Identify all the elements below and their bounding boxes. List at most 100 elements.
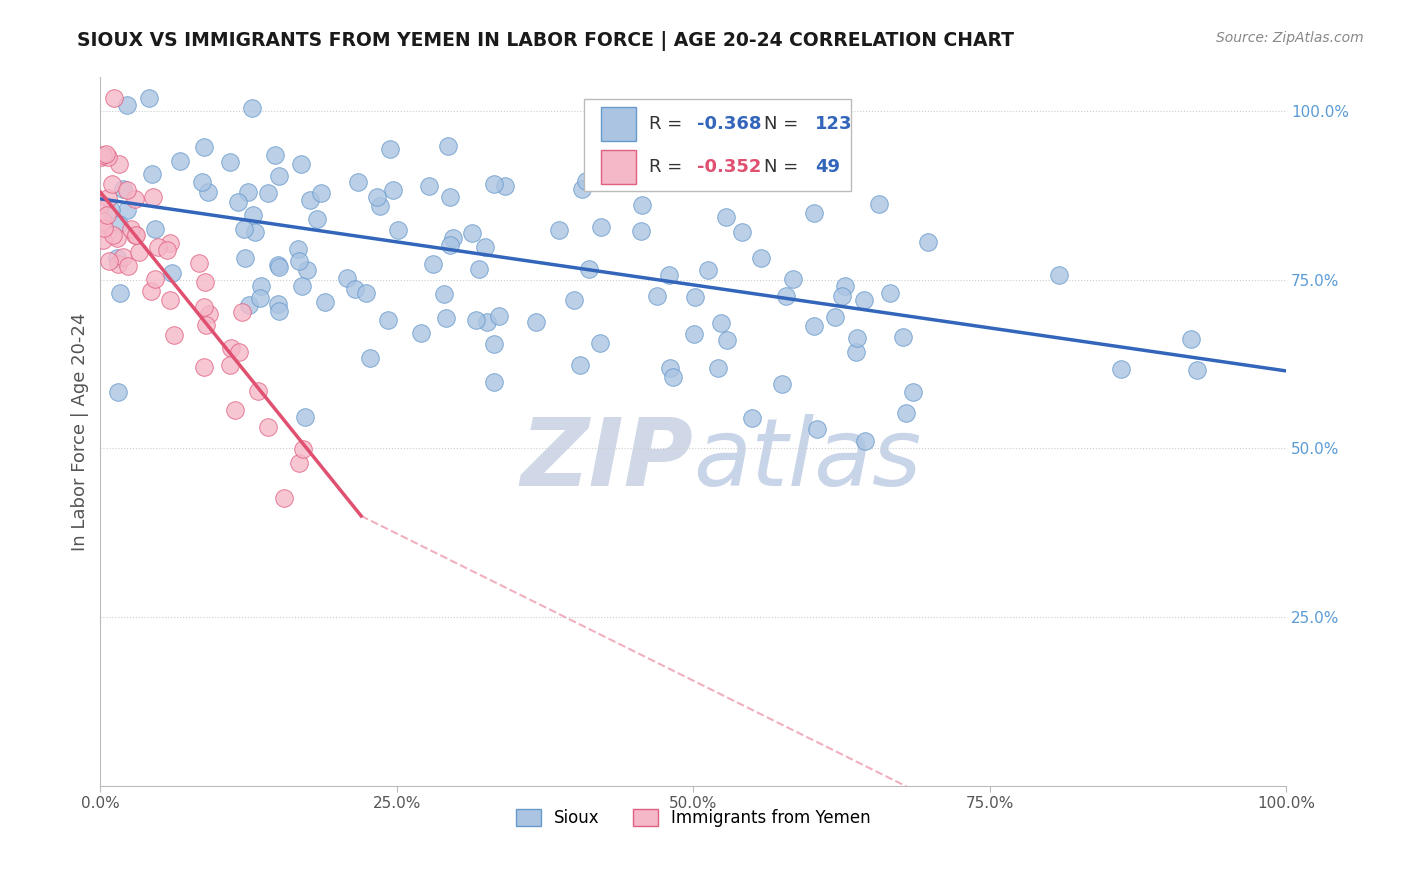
Point — [91, 214, 114, 228]
Point — [233, 221, 256, 235]
Text: N =: N = — [765, 158, 804, 176]
Point — [111, 182, 134, 196]
Point — [347, 175, 370, 189]
Point — [418, 178, 440, 193]
Point — [1185, 363, 1208, 377]
Point — [124, 193, 146, 207]
Point — [716, 210, 738, 224]
Point — [683, 326, 706, 341]
Point — [893, 329, 915, 343]
Point — [194, 275, 217, 289]
Point — [697, 262, 720, 277]
Point — [195, 318, 218, 332]
Point — [169, 154, 191, 169]
Point — [120, 222, 142, 236]
Point — [257, 420, 280, 434]
Point — [439, 189, 461, 203]
Point — [571, 182, 593, 196]
Point — [294, 410, 316, 425]
Point — [834, 278, 856, 293]
Point — [159, 235, 181, 250]
Point — [291, 442, 314, 457]
Point — [378, 142, 401, 156]
Point — [917, 235, 939, 250]
Point — [115, 183, 138, 197]
Point — [263, 148, 285, 162]
Point — [197, 185, 219, 199]
Point — [484, 177, 506, 191]
Point — [299, 193, 322, 207]
Point — [685, 290, 707, 304]
Point — [311, 186, 333, 200]
Point — [97, 150, 120, 164]
Text: ZIP: ZIP — [520, 414, 693, 506]
Point — [257, 186, 280, 201]
Point — [267, 169, 290, 183]
Point — [107, 230, 129, 244]
Point — [228, 345, 250, 359]
Point — [770, 377, 793, 392]
Point — [409, 326, 432, 340]
Point — [879, 286, 901, 301]
Point — [868, 197, 890, 211]
Point — [831, 289, 853, 303]
Y-axis label: In Labor Force | Age 20-24: In Labor Force | Age 20-24 — [72, 312, 89, 550]
Point — [94, 147, 117, 161]
Point — [112, 250, 135, 264]
Point — [381, 183, 404, 197]
Text: atlas: atlas — [693, 415, 921, 506]
Point — [266, 297, 288, 311]
Point — [785, 164, 807, 178]
Point — [107, 217, 129, 231]
Point — [101, 177, 124, 191]
Point — [588, 336, 610, 351]
Text: SIOUX VS IMMIGRANTS FROM YEMEN IN LABOR FORCE | AGE 20-24 CORRELATION CHART: SIOUX VS IMMIGRANTS FROM YEMEN IN LABOR … — [77, 31, 1014, 51]
Point — [124, 228, 146, 243]
Point — [658, 361, 681, 376]
Point — [461, 226, 484, 240]
Point — [477, 315, 499, 329]
Point — [710, 316, 733, 330]
Point — [422, 257, 444, 271]
Point — [107, 384, 129, 399]
Point — [853, 293, 876, 307]
Point — [193, 359, 215, 374]
Point — [141, 167, 163, 181]
Point — [591, 220, 613, 235]
Point — [658, 268, 681, 282]
Point — [91, 233, 114, 247]
Point — [115, 98, 138, 112]
Point — [287, 242, 309, 256]
Point — [141, 284, 163, 298]
Point — [269, 260, 291, 274]
Point — [741, 410, 763, 425]
Point — [96, 208, 118, 222]
Point — [645, 289, 668, 303]
Point — [117, 203, 139, 218]
Point — [467, 262, 489, 277]
FancyBboxPatch shape — [600, 107, 637, 141]
Point — [193, 300, 215, 314]
Point — [238, 298, 260, 312]
Point — [901, 385, 924, 400]
Point — [90, 197, 112, 211]
Point — [238, 185, 260, 199]
Point — [190, 175, 212, 189]
Point — [240, 101, 263, 115]
Point — [630, 198, 652, 212]
Point — [267, 304, 290, 318]
Point — [336, 271, 359, 285]
Point — [387, 223, 409, 237]
Point — [143, 271, 166, 285]
Point — [1180, 332, 1202, 346]
Point — [249, 278, 271, 293]
Point — [163, 327, 186, 342]
Point — [107, 251, 129, 265]
Point — [716, 333, 738, 347]
Point — [198, 307, 221, 321]
Point — [434, 311, 457, 326]
Point — [474, 240, 496, 254]
Point — [494, 179, 516, 194]
Point — [221, 341, 243, 355]
Text: Source: ZipAtlas.com: Source: ZipAtlas.com — [1216, 31, 1364, 45]
